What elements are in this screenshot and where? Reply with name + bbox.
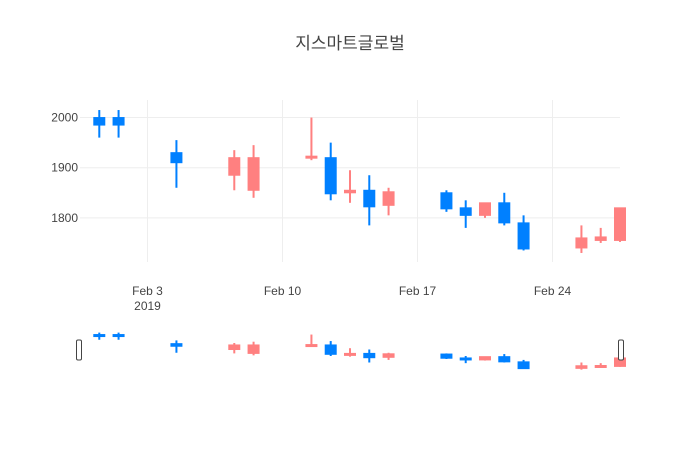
slider-candle-body <box>112 334 125 338</box>
candle-body <box>324 157 337 195</box>
x-tick-year-label: 2019 <box>134 299 161 313</box>
candle-body <box>363 189 376 208</box>
x-tick-label: Feb 10 <box>264 284 302 298</box>
grid-layer <box>80 100 620 262</box>
slider-right-handle[interactable] <box>618 339 624 361</box>
x-tick-label: Feb 17 <box>399 284 437 298</box>
candle-body <box>305 155 318 159</box>
x-tick-label: Feb 3 <box>132 284 163 298</box>
slider-candle-body <box>344 352 356 356</box>
candle-body <box>344 189 356 194</box>
slider-candle-body <box>247 344 260 354</box>
slider-candle-body <box>498 356 511 363</box>
slider-candle-body <box>575 365 588 369</box>
candle-layer <box>93 110 626 253</box>
slider-candle-body <box>594 364 607 368</box>
slider-candle-body <box>93 334 106 338</box>
slider-candle-body <box>324 344 337 355</box>
y-tick-label: 1800 <box>51 211 78 225</box>
candle-body <box>459 207 472 216</box>
candle-body <box>170 152 183 164</box>
range-slider[interactable] <box>76 332 626 370</box>
candle-body <box>614 207 626 241</box>
candle-body <box>440 192 453 210</box>
candle-body <box>112 117 125 126</box>
slider-candle-body <box>363 352 376 359</box>
candle-body <box>517 222 530 250</box>
candle-body <box>498 202 511 224</box>
y-tick-label: 1900 <box>51 161 78 175</box>
x-tick-label: Feb 24 <box>534 284 572 298</box>
y-tick-label: 2000 <box>51 111 78 125</box>
candle-body <box>575 237 588 249</box>
slider-candle-body <box>440 353 453 359</box>
candle-body <box>479 202 491 216</box>
slider-candle-body <box>479 356 491 361</box>
candle-body <box>382 191 395 206</box>
candle-body <box>247 157 260 191</box>
slider-candle-body <box>382 353 395 358</box>
slider-left-handle[interactable] <box>76 339 82 361</box>
candle-body <box>93 117 106 126</box>
slider-candle-body <box>170 343 183 347</box>
candle-body <box>228 157 241 176</box>
slider-candle-body <box>459 357 472 361</box>
chart-title: 지스마트글로벌 <box>295 34 404 54</box>
slider-candle-body <box>228 344 241 351</box>
candle-body <box>594 236 607 241</box>
slider-candle-body <box>305 344 318 348</box>
slider-candle-body <box>517 361 530 370</box>
